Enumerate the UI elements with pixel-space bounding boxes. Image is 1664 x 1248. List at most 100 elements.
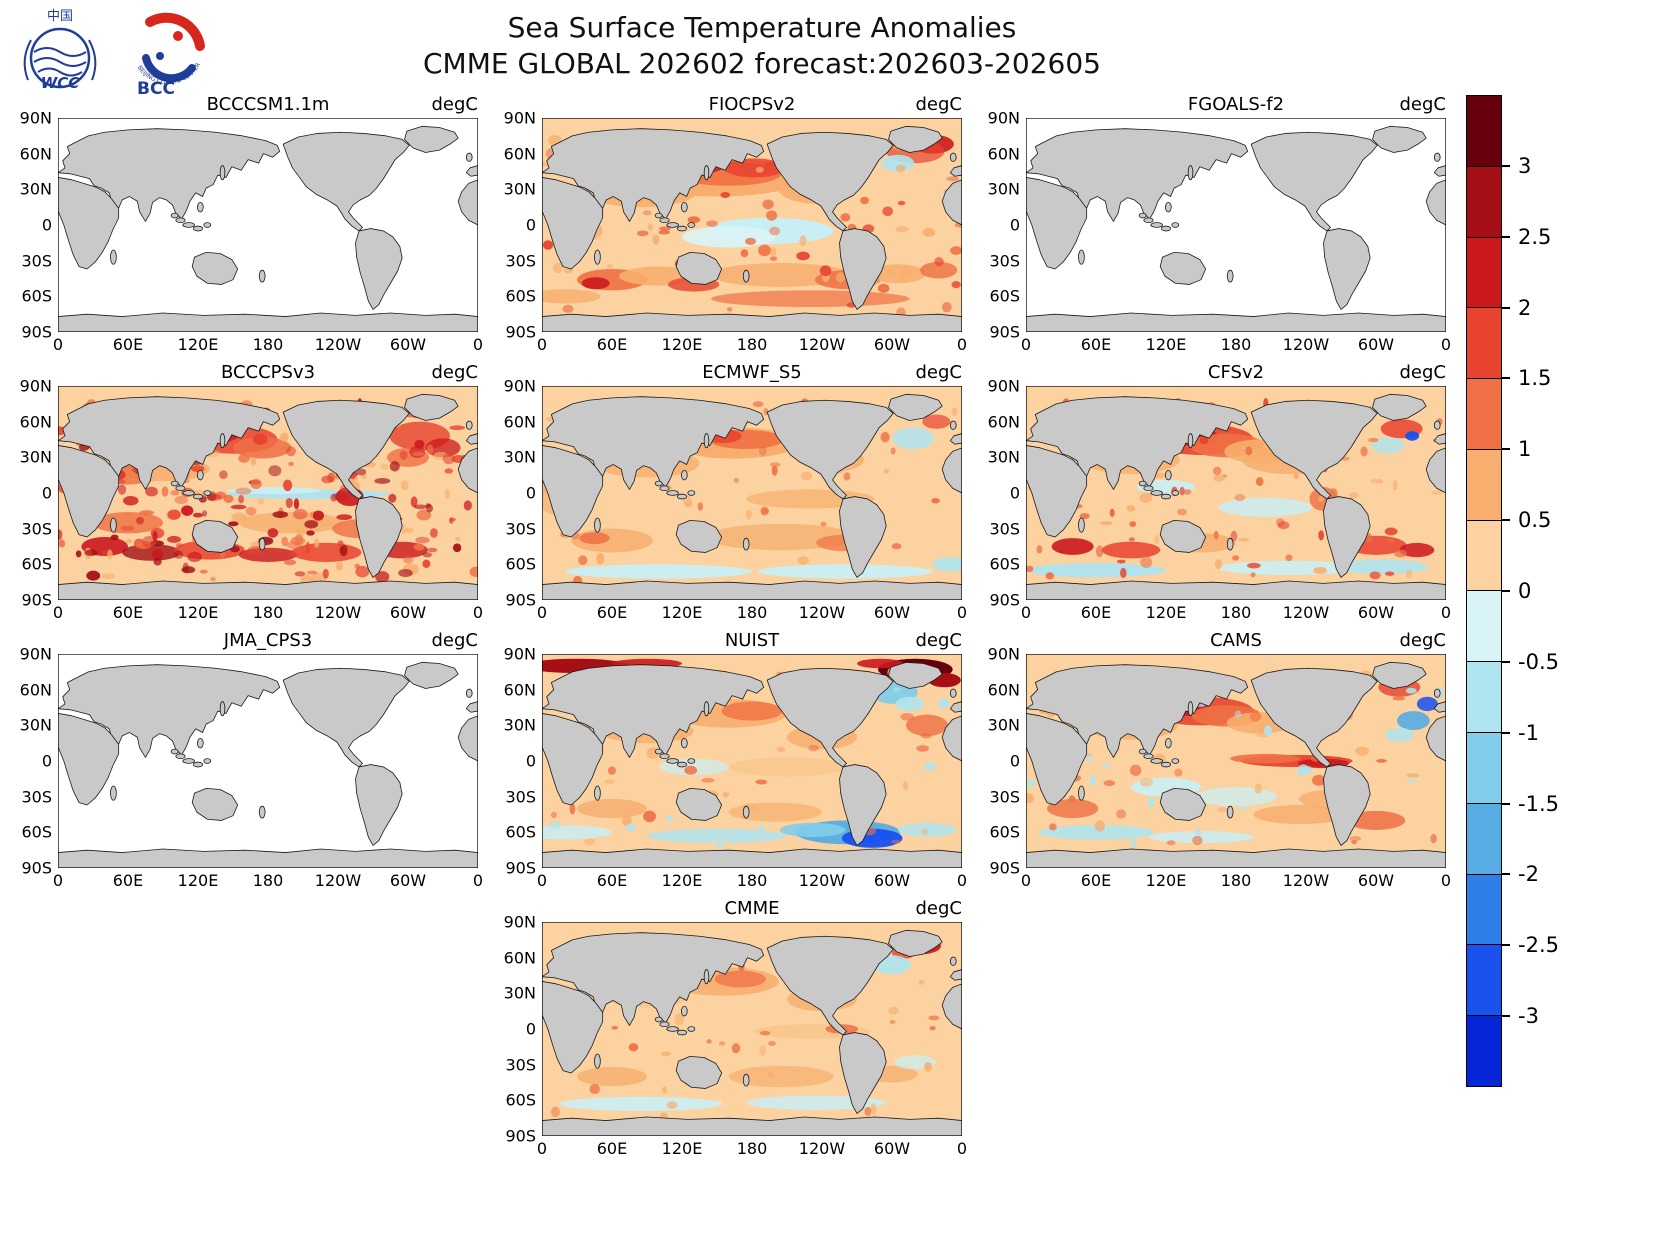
y-tick-label: 60N bbox=[987, 680, 1020, 700]
panel-body: 90N 60N 30N 0 30S 60S 90S bbox=[980, 645, 1464, 878]
x-tick-label: 120E bbox=[1145, 871, 1187, 890]
colorbar-segment bbox=[1467, 590, 1501, 662]
y-tick-label: 30N bbox=[503, 179, 536, 199]
bcc-logo-text: BCC bbox=[137, 79, 175, 98]
x-tick-label: 0 bbox=[536, 1139, 548, 1158]
y-tick-label: 30S bbox=[21, 519, 52, 539]
panel-header: FGOALS-f2 degC bbox=[1026, 92, 1446, 118]
panel-header: CAMS degC bbox=[1026, 628, 1446, 654]
panel-body: 90N 60N 30N 0 30S 60S 90S bbox=[496, 645, 980, 878]
panel-body: 90N 60N 30N 0 30S 60S 90S bbox=[980, 377, 1464, 610]
y-tick-label: 30N bbox=[19, 179, 52, 199]
x-tick-label: 0 bbox=[1440, 335, 1452, 354]
panel-body: 90N 60N 30N 0 30S 60S 90S bbox=[12, 377, 496, 610]
colorbar-segment bbox=[1467, 448, 1501, 520]
x-tick-label: 60E bbox=[1080, 335, 1112, 354]
panel-header: BCCCPSv3 degC bbox=[58, 360, 478, 386]
x-tick-label: 120W bbox=[314, 871, 362, 890]
x-tick-label: 0 bbox=[472, 335, 484, 354]
x-axis-ticks: 0 60E 120E 180 120W 60W 0 bbox=[53, 332, 483, 356]
y-tick-label: 0 bbox=[525, 483, 536, 503]
x-tick-label: 180 bbox=[252, 335, 284, 354]
y-axis-ticks: 90N 60N 30N 0 30S 60S 90S bbox=[980, 645, 1026, 878]
map-panel-nuist: NUIST degC 90N 60N 30N 0 30S 60S 90S 0 60E 120E 1… bbox=[496, 628, 980, 896]
x-tick-label: 0 bbox=[536, 603, 548, 622]
panel-unit-label: degC bbox=[1399, 362, 1447, 383]
x-tick-label: 0 bbox=[472, 871, 484, 890]
y-tick-label: 30S bbox=[505, 519, 536, 539]
y-tick-label: 30S bbox=[989, 251, 1020, 271]
map-panel-fgoals-f2: FGOALS-f2 degC 90N 60N 30N 0 30S 60S 90S 0 60E 1… bbox=[980, 92, 1464, 360]
colorbar-segment bbox=[1467, 236, 1501, 308]
y-tick-label: 60S bbox=[21, 554, 52, 574]
y-axis-ticks: 90N 60N 30N 0 30S 60S 90S bbox=[980, 377, 1026, 610]
map-plot bbox=[1026, 654, 1446, 868]
x-tick-label: 60E bbox=[596, 335, 628, 354]
map-plot bbox=[1026, 386, 1446, 600]
map-panel-cmme: CMME degC 90N 60N 30N 0 30S 60S 90S 0 60E 120E 18… bbox=[496, 896, 980, 1164]
colorbar-tick-label: 1 bbox=[1518, 437, 1532, 462]
y-tick-label: 90N bbox=[987, 376, 1020, 396]
x-tick-label: 120E bbox=[177, 335, 219, 354]
y-tick-label: 60N bbox=[19, 680, 52, 700]
colorbar-tick-mark bbox=[1502, 377, 1510, 380]
map-panel-bcccsm1.1m: BCCCSM1.1m degC 90N 60N 30N 0 30S 60S 90S 0 60E… bbox=[12, 92, 496, 360]
x-tick-label: 0 bbox=[956, 603, 968, 622]
x-axis-ticks: 0 60E 120E 180 120W 60W 0 bbox=[537, 600, 967, 624]
y-tick-label: 0 bbox=[525, 751, 536, 771]
y-tick-label: 90S bbox=[505, 858, 536, 878]
panel-grid: BCCCSM1.1m degC 90N 60N 30N 0 30S 60S 90S 0 60E… bbox=[12, 92, 1464, 1164]
colorbar-ticks: 3 2.5 2 1.5 1 0.5 0 -0.5 -1 -1.5 -2 -2.5 -3 bbox=[1466, 95, 1606, 1087]
map-plot bbox=[542, 922, 962, 1136]
colorbar-tick-label: 2.5 bbox=[1518, 224, 1552, 249]
panel-title: ECMWF_S5 bbox=[702, 362, 802, 383]
figure-title: Sea Surface Temperature Anomalies bbox=[507, 11, 1017, 44]
y-tick-label: 90N bbox=[19, 644, 52, 664]
continents bbox=[542, 126, 962, 332]
continents bbox=[58, 394, 478, 600]
x-tick-label: 60W bbox=[873, 603, 911, 622]
y-tick-label: 0 bbox=[41, 483, 52, 503]
panel-unit-label: degC bbox=[431, 362, 479, 383]
panel-unit-label: degC bbox=[915, 94, 963, 115]
colorbar-tick-label: 1.5 bbox=[1518, 366, 1552, 391]
y-tick-label: 60S bbox=[21, 822, 52, 842]
y-tick-label: 30N bbox=[503, 983, 536, 1003]
y-tick-label: 30N bbox=[19, 715, 52, 735]
colorbar-tick-label: -0.5 bbox=[1518, 649, 1559, 674]
x-tick-label: 180 bbox=[1220, 871, 1252, 890]
colorbar-tick-mark bbox=[1502, 731, 1510, 734]
panel-unit-label: degC bbox=[1399, 94, 1447, 115]
x-tick-label: 0 bbox=[1020, 335, 1032, 354]
y-tick-label: 30S bbox=[21, 251, 52, 271]
laurel-left-icon bbox=[23, 39, 32, 81]
x-tick-label: 120E bbox=[661, 603, 703, 622]
panel-unit-label: degC bbox=[915, 898, 963, 919]
map-plot bbox=[542, 118, 962, 332]
map-panel-cfsv2: CFSv2 degC 90N 60N 30N 0 30S 60S 90S 0 60E 120E 1… bbox=[980, 360, 1464, 628]
x-tick-label: 0 bbox=[536, 871, 548, 890]
x-tick-label: 120E bbox=[661, 1139, 703, 1158]
colorbar-segment bbox=[1467, 661, 1501, 733]
panel-header: JMA_CPS3 degC bbox=[58, 628, 478, 654]
x-tick-label: 0 bbox=[956, 871, 968, 890]
panel-header: ECMWF_S5 degC bbox=[542, 360, 962, 386]
x-tick-label: 180 bbox=[736, 603, 768, 622]
y-tick-label: 90S bbox=[505, 322, 536, 342]
x-tick-label: 60E bbox=[596, 871, 628, 890]
panel-title: CAMS bbox=[1210, 630, 1262, 651]
y-axis-ticks: 90N 60N 30N 0 30S 60S 90S bbox=[980, 109, 1026, 342]
y-tick-label: 60N bbox=[19, 412, 52, 432]
x-tick-label: 60W bbox=[1357, 871, 1395, 890]
x-tick-label: 0 bbox=[472, 603, 484, 622]
y-axis-ticks: 90N 60N 30N 0 30S 60S 90S bbox=[496, 377, 542, 610]
y-tick-label: 30S bbox=[505, 1055, 536, 1075]
y-tick-label: 30S bbox=[505, 251, 536, 271]
y-tick-label: 60S bbox=[505, 1090, 536, 1110]
colorbar-tick-label: -1 bbox=[1518, 720, 1539, 745]
y-tick-label: 60S bbox=[989, 554, 1020, 574]
x-tick-label: 60W bbox=[389, 871, 427, 890]
colorbar-tick-label: 0 bbox=[1518, 579, 1532, 603]
panel-title: FGOALS-f2 bbox=[1187, 94, 1285, 115]
y-tick-label: 60N bbox=[19, 144, 52, 164]
